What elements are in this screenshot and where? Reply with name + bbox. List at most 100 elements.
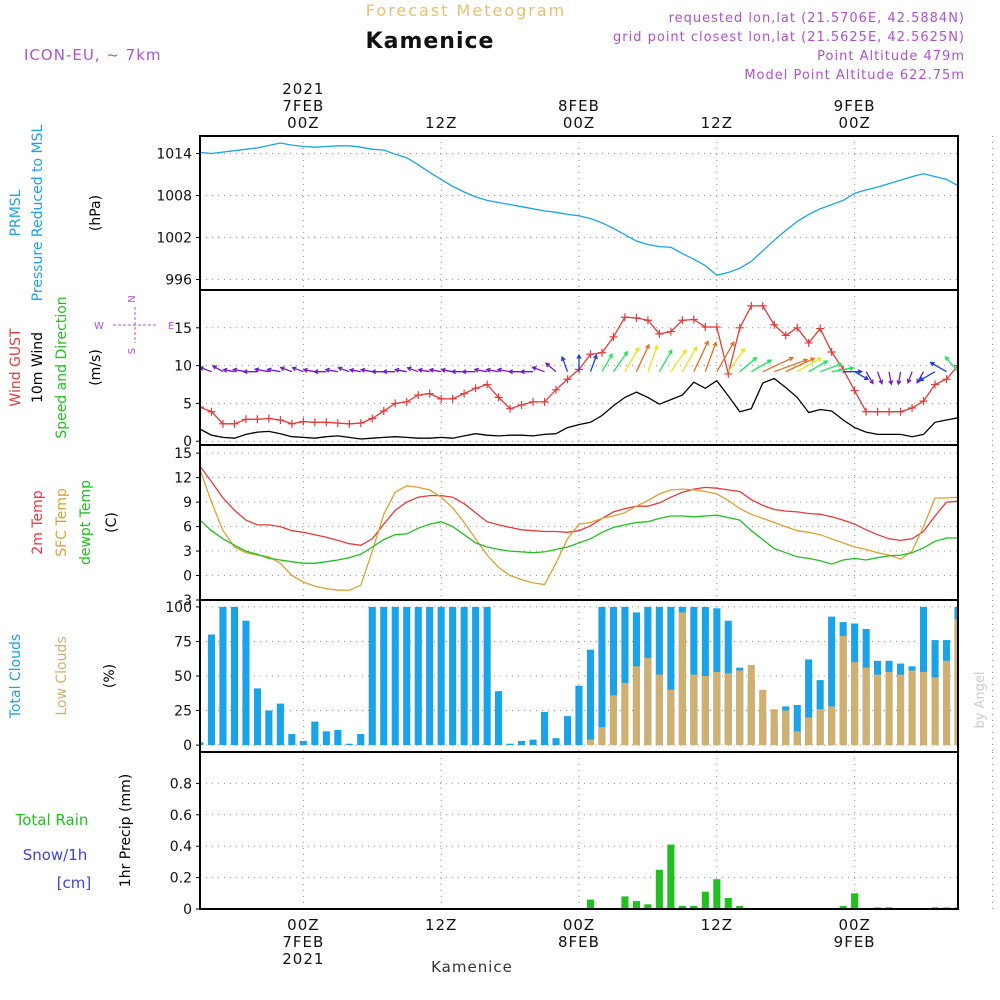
bar-rain <box>713 879 721 909</box>
bar-low_clouds <box>943 660 951 746</box>
bar-total_clouds <box>276 703 284 746</box>
bar-low_clouds <box>931 677 939 746</box>
bar-total_clouds <box>357 734 365 746</box>
panel-label: Wind GUST <box>8 328 24 407</box>
wind-arrow <box>222 367 235 373</box>
gust-marker <box>597 348 606 357</box>
bar-rain <box>851 893 859 909</box>
wind-arrow <box>406 366 419 373</box>
gust-marker <box>735 323 744 332</box>
bar-total_clouds <box>288 734 296 746</box>
wind-arrow <box>313 369 327 375</box>
y-tick-label: -3 <box>178 593 192 609</box>
bar-low_clouds <box>759 689 767 746</box>
gust-marker <box>552 385 561 394</box>
wind-arrow <box>670 348 687 373</box>
model-label: ICON-EU, ~ 7km <box>24 46 162 64</box>
bar-low_clouds <box>747 664 755 745</box>
bar-total_clouds <box>460 606 468 746</box>
panel-label: Low Clouds <box>54 636 70 715</box>
gust-marker <box>931 380 940 389</box>
gust-marker <box>632 313 641 322</box>
wind-arrow <box>658 349 673 373</box>
y-tick-label: 0 <box>183 902 192 918</box>
wind-arrow <box>762 356 795 373</box>
wind-arrow <box>693 340 709 372</box>
bar-total_clouds <box>598 606 606 746</box>
panel-label: (m/s) <box>88 349 104 386</box>
bar-low_clouds <box>632 666 640 746</box>
bar-total_clouds <box>403 606 411 746</box>
bar-low_clouds <box>690 674 698 746</box>
wind-arrow <box>918 371 936 382</box>
wind-arrow <box>302 367 315 373</box>
bar-total_clouds <box>828 616 836 746</box>
y-tick-label: 0.2 <box>170 871 192 887</box>
gust-marker <box>747 301 756 310</box>
bar-rain <box>690 905 698 909</box>
wind-arrow <box>496 367 511 373</box>
wind-arrow <box>507 369 522 375</box>
wind-arrow <box>348 367 361 373</box>
bar-low_clouds <box>920 671 928 746</box>
wind-arrow <box>279 366 293 373</box>
bar-rain <box>736 905 744 909</box>
gust-marker <box>276 416 285 425</box>
gust-marker <box>862 407 871 416</box>
time-label: 7FEB <box>282 97 324 115</box>
bar-low_clouds <box>724 673 732 746</box>
gust-marker <box>310 418 319 427</box>
y-tick-label: 25 <box>174 704 192 720</box>
bar-total_clouds <box>575 685 583 746</box>
panel-label: Speed and Direction <box>54 296 70 438</box>
bar-total_clouds <box>552 738 560 746</box>
bar-low_clouds <box>828 706 836 746</box>
bar-low_clouds <box>874 674 882 746</box>
series-line-temp <box>200 465 958 546</box>
bar-low_clouds <box>586 739 594 746</box>
time-label: 12Z <box>425 114 457 132</box>
gust-marker <box>529 397 538 406</box>
y-tick-label: 5 <box>183 396 192 412</box>
wind-arrow <box>485 367 499 373</box>
bar-total_clouds <box>207 634 215 745</box>
requested-coords: requested lon,lat (21.5706E, 42.5884N) <box>669 11 965 26</box>
panel-label: (C) <box>104 512 120 533</box>
wind-arrow <box>242 369 258 375</box>
bar-total_clouds <box>506 743 514 746</box>
wind-arrow <box>773 358 809 373</box>
gust-marker <box>609 332 618 341</box>
compass-rose: N S W E <box>94 295 174 354</box>
panel-pressure: 996 1002 1008 1014 PRMSL Pressure Reduced to … <box>8 124 993 301</box>
panel-clouds: 0 25 50 75 100 Total Clouds Low Clouds (%) <box>8 599 993 754</box>
bar-total_clouds <box>265 710 273 745</box>
wind-arrow <box>253 367 270 373</box>
wind-arrow <box>785 357 816 373</box>
time-label: 00Z <box>287 916 319 934</box>
bar-total_clouds <box>368 606 376 746</box>
wind-arrow <box>819 362 843 373</box>
panel-label: 10m Wind <box>30 332 46 403</box>
wind-arrow <box>473 367 488 373</box>
gust-marker <box>689 315 698 324</box>
panel-label: (hPa) <box>88 195 104 231</box>
gust-marker <box>230 419 239 428</box>
y-tick-label: 10 <box>174 359 192 375</box>
bar-total_clouds <box>426 606 434 746</box>
bar-low_clouds <box>644 658 652 746</box>
bar-low_clouds <box>621 682 629 746</box>
grid-coords: grid point closest lon,lat (21.5625E, 42… <box>613 30 965 45</box>
wind-arrow <box>440 367 453 373</box>
bar-low_clouds <box>701 676 709 746</box>
gust-marker <box>758 301 767 310</box>
wind-arrow <box>681 346 698 373</box>
wind-arrow <box>716 341 735 373</box>
bar-total_clouds <box>334 729 342 746</box>
wind-arrow <box>916 371 925 384</box>
bar-total_clouds <box>793 705 801 746</box>
gust-marker <box>241 415 250 424</box>
wind-arrow <box>291 366 304 373</box>
time-label: 7FEB <box>282 933 324 951</box>
wind-arrow <box>601 353 613 373</box>
gust-marker <box>908 403 917 412</box>
